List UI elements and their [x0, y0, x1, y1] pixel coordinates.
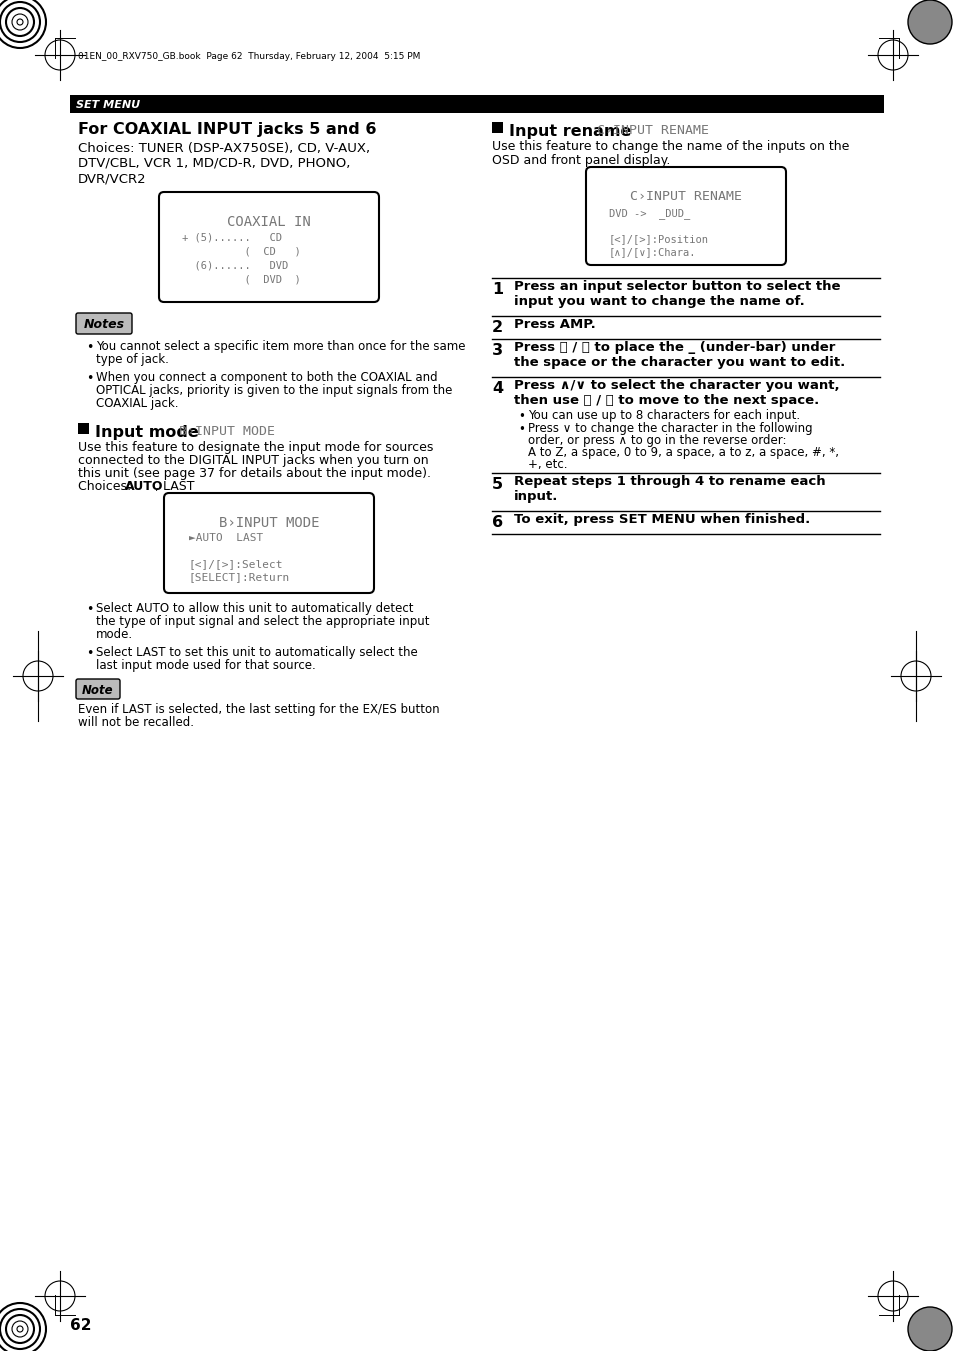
- Text: AUTO: AUTO: [125, 480, 163, 493]
- Text: •: •: [86, 372, 93, 385]
- Text: For COAXIAL INPUT jacks 5 and 6: For COAXIAL INPUT jacks 5 and 6: [78, 122, 376, 136]
- Text: OPTICAL jacks, priority is given to the input signals from the: OPTICAL jacks, priority is given to the …: [96, 384, 452, 397]
- Text: •: •: [517, 423, 524, 436]
- Text: Note: Note: [82, 684, 113, 697]
- Text: Press AMP.: Press AMP.: [514, 317, 595, 331]
- Text: When you connect a component to both the COAXIAL and: When you connect a component to both the…: [96, 372, 437, 384]
- Text: •: •: [86, 647, 93, 661]
- Text: + (5)......   CD: + (5)...... CD: [182, 232, 282, 242]
- FancyBboxPatch shape: [76, 680, 120, 698]
- Text: OSD and front panel display.: OSD and front panel display.: [492, 154, 670, 168]
- Text: Press ∨ to change the character in the following: Press ∨ to change the character in the f…: [527, 422, 812, 435]
- Bar: [70, 95, 883, 113]
- FancyBboxPatch shape: [76, 313, 132, 334]
- FancyBboxPatch shape: [164, 493, 374, 593]
- Text: Press ∧/∨ to select the character you want,: Press ∧/∨ to select the character you wa…: [514, 380, 839, 392]
- Text: (  DVD  ): ( DVD ): [182, 274, 300, 284]
- Text: this unit (see page 37 for details about the input mode).: this unit (see page 37 for details about…: [78, 467, 431, 480]
- Text: [SELECT]:Return: [SELECT]:Return: [189, 571, 290, 582]
- Text: input.: input.: [514, 490, 558, 503]
- Text: input you want to change the name of.: input you want to change the name of.: [514, 295, 804, 308]
- Text: Press an input selector button to select the: Press an input selector button to select…: [514, 280, 840, 293]
- Text: Repeat steps 1 through 4 to rename each: Repeat steps 1 through 4 to rename each: [514, 476, 824, 488]
- Text: 5: 5: [492, 477, 502, 492]
- Text: 6: 6: [492, 515, 502, 530]
- Text: Even if LAST is selected, the last setting for the EX/ES button: Even if LAST is selected, the last setti…: [78, 703, 439, 716]
- Text: 4: 4: [492, 381, 502, 396]
- Text: the space or the character you want to edit.: the space or the character you want to e…: [514, 357, 844, 369]
- Text: DVR/VCR2: DVR/VCR2: [78, 172, 147, 185]
- Text: order, or press ∧ to go in the reverse order:: order, or press ∧ to go in the reverse o…: [527, 434, 785, 447]
- Text: [∧]/[∨]:Chara.: [∧]/[∨]:Chara.: [608, 247, 696, 257]
- Text: (  CD   ): ( CD ): [182, 246, 300, 255]
- Text: 3: 3: [492, 343, 502, 358]
- Text: Choices: TUNER (DSP-AX750SE), CD, V-AUX,: Choices: TUNER (DSP-AX750SE), CD, V-AUX,: [78, 142, 370, 155]
- Text: connected to the DIGITAL INPUT jacks when you turn on: connected to the DIGITAL INPUT jacks whe…: [78, 454, 428, 467]
- FancyBboxPatch shape: [585, 168, 785, 265]
- Text: Input mode: Input mode: [95, 426, 198, 440]
- Text: Notes: Notes: [83, 317, 125, 331]
- Text: [<]/[>]:Select: [<]/[>]:Select: [189, 559, 283, 569]
- Text: A to Z, a space, 0 to 9, a space, a to z, a space, #, *,: A to Z, a space, 0 to 9, a space, a to z…: [527, 446, 838, 459]
- Text: COAXIAL jack.: COAXIAL jack.: [96, 397, 178, 409]
- Text: B›INPUT MODE: B›INPUT MODE: [218, 516, 319, 530]
- Text: To exit, press SET MENU when finished.: To exit, press SET MENU when finished.: [514, 513, 809, 526]
- Text: mode.: mode.: [96, 628, 133, 640]
- Bar: [492, 122, 502, 132]
- Text: 1: 1: [492, 282, 502, 297]
- Text: Use this feature to designate the input mode for sources: Use this feature to designate the input …: [78, 440, 433, 454]
- Text: Press 〈 / 〉 to place the _ (under-bar) under: Press 〈 / 〉 to place the _ (under-bar) u…: [514, 340, 835, 354]
- Text: Input rename: Input rename: [509, 124, 631, 139]
- Text: •: •: [86, 603, 93, 616]
- Text: the type of input signal and select the appropriate input: the type of input signal and select the …: [96, 615, 429, 628]
- Text: B›INPUT MODE: B›INPUT MODE: [179, 426, 274, 438]
- Text: , LAST: , LAST: [154, 480, 194, 493]
- Text: DTV/CBL, VCR 1, MD/CD-R, DVD, PHONO,: DTV/CBL, VCR 1, MD/CD-R, DVD, PHONO,: [78, 157, 350, 170]
- Bar: [78, 423, 89, 434]
- Circle shape: [907, 0, 951, 45]
- Text: SET MENU: SET MENU: [76, 100, 140, 109]
- Text: Select AUTO to allow this unit to automatically detect: Select AUTO to allow this unit to automa…: [96, 603, 413, 615]
- Text: then use 〈 / 〉 to move to the next space.: then use 〈 / 〉 to move to the next space…: [514, 394, 819, 407]
- Text: •: •: [517, 409, 524, 423]
- Text: •: •: [86, 340, 93, 354]
- Text: DVD ->  _DUD_: DVD -> _DUD_: [608, 208, 690, 219]
- Text: ►AUTO  LAST: ►AUTO LAST: [189, 534, 263, 543]
- Text: type of jack.: type of jack.: [96, 353, 169, 366]
- Text: Use this feature to change the name of the inputs on the: Use this feature to change the name of t…: [492, 141, 848, 153]
- Text: Select LAST to set this unit to automatically select the: Select LAST to set this unit to automati…: [96, 646, 417, 659]
- Text: C›INPUT RENAME: C›INPUT RENAME: [597, 124, 708, 136]
- Text: +, etc.: +, etc.: [527, 458, 567, 471]
- FancyBboxPatch shape: [159, 192, 378, 303]
- Circle shape: [907, 1306, 951, 1351]
- Text: will not be recalled.: will not be recalled.: [78, 716, 193, 730]
- Text: C›INPUT RENAME: C›INPUT RENAME: [629, 190, 741, 203]
- Text: (6)......   DVD: (6)...... DVD: [182, 259, 288, 270]
- Text: You cannot select a specific item more than once for the same: You cannot select a specific item more t…: [96, 340, 465, 353]
- Text: COAXIAL IN: COAXIAL IN: [227, 215, 311, 230]
- Text: last input mode used for that source.: last input mode used for that source.: [96, 659, 315, 671]
- Text: [<]/[>]:Position: [<]/[>]:Position: [608, 234, 708, 245]
- Text: 01EN_00_RXV750_GB.book  Page 62  Thursday, February 12, 2004  5:15 PM: 01EN_00_RXV750_GB.book Page 62 Thursday,…: [78, 51, 420, 61]
- Text: 2: 2: [492, 320, 502, 335]
- Text: 62: 62: [70, 1319, 91, 1333]
- Text: Choices:: Choices:: [78, 480, 135, 493]
- Text: You can use up to 8 characters for each input.: You can use up to 8 characters for each …: [527, 409, 800, 422]
